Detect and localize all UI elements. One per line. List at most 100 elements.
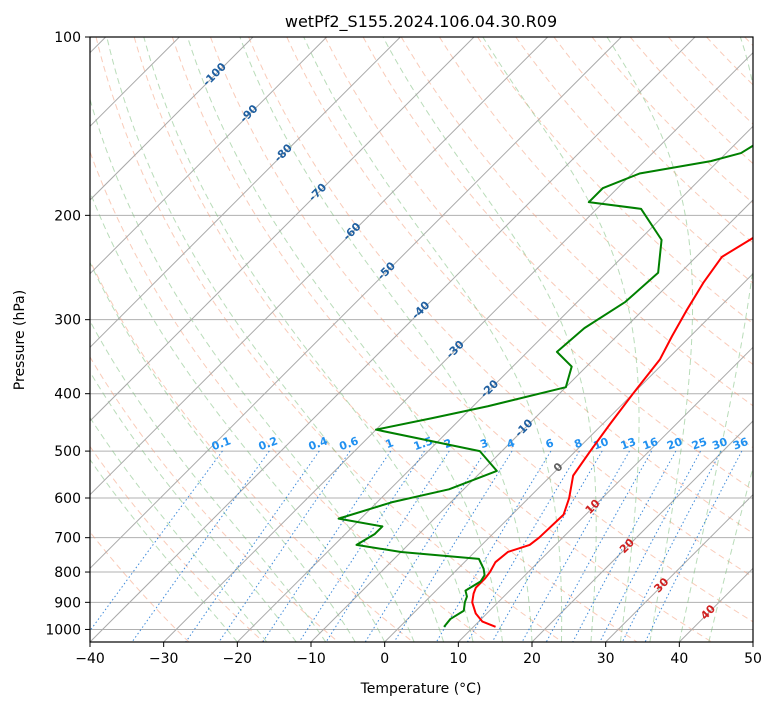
dry-adiabat-line: [90, 356, 339, 642]
mixing-ratio-line: [572, 450, 677, 642]
x-tick-label: −20: [223, 651, 253, 667]
isotherm-label: -10: [512, 416, 535, 439]
isotherm-label: -70: [306, 181, 329, 204]
moist-adiabat-line: [143, 37, 474, 642]
isotherm-line: [457, 346, 753, 642]
y-tick-label: 200: [54, 208, 81, 224]
dry-adiabat-line: [133, 37, 638, 642]
moist-adiabat-line: [708, 465, 753, 642]
background-lines: [90, 37, 753, 642]
moist-adiabat-line: [90, 458, 238, 642]
dry-adiabat-line: [95, 37, 563, 642]
mixing-ratio-line: [364, 450, 486, 642]
isotherm-label: -90: [237, 102, 260, 125]
dry-adiabat-line: [248, 37, 753, 578]
series-layer: [337, 144, 753, 628]
isotherm-line: [90, 37, 401, 349]
y-tick-label: 300: [54, 313, 81, 329]
mixing-ratio-line: [298, 450, 425, 642]
mixing-ratio-label: 3: [478, 436, 490, 451]
mixing-ratio-line: [90, 450, 223, 632]
moist-adiabat-line: [678, 37, 753, 642]
mixing-ratio-label: 13: [619, 435, 638, 452]
x-tick-label: −30: [149, 651, 179, 667]
dry-adiabat-line: [400, 37, 753, 407]
series-line-temperature: [471, 236, 753, 628]
mixing-ratio-label: 6: [544, 436, 556, 451]
mixing-ratio-line: [491, 450, 603, 642]
isotherm-line: [310, 199, 753, 642]
moist-adiabat-line: [90, 320, 327, 642]
x-tick-label: −40: [75, 651, 105, 667]
moist-adiabat-line: [90, 416, 268, 642]
isotherm-label: 10: [583, 496, 603, 516]
dry-adiabat-line: [439, 37, 753, 366]
dry-adiabat-line: [90, 445, 264, 642]
isotherm-line: [384, 272, 753, 642]
dry-adiabat-line: [171, 37, 712, 642]
dry-adiabat-line: [324, 37, 753, 491]
mixing-ratio-label: 20: [665, 435, 684, 453]
moist-adiabat-line: [239, 37, 533, 642]
dry-adiabat-line: [553, 37, 753, 244]
moist-adiabat-line: [606, 37, 694, 642]
dry-adiabat-line: [706, 37, 753, 86]
y-tick-label: 900: [54, 595, 81, 611]
isotherm-label: -40: [409, 298, 432, 321]
series-line-dewpoint: [337, 144, 753, 628]
mixing-ratio-label: 1: [384, 436, 396, 451]
mixing-ratio-label: 36: [731, 435, 750, 453]
mixing-ratio-line: [521, 450, 630, 642]
moist-adiabat-line: [90, 190, 386, 642]
mixing-ratio-label: 4: [505, 436, 517, 451]
isotherm-line: [163, 51, 753, 642]
x-tick-label: 30: [597, 651, 615, 667]
x-tick-label: 40: [670, 651, 688, 667]
isotherm-line: [752, 641, 753, 642]
mixing-ratio-label: 0.4: [307, 434, 330, 453]
x-tick-label: 20: [523, 651, 541, 667]
moist-adiabat-line: [90, 261, 356, 642]
isotherm-line: [678, 567, 753, 642]
isotherm-line: [90, 37, 254, 201]
mixing-ratio-line: [545, 450, 653, 642]
mixing-ratio-label: 0.6: [338, 434, 361, 453]
dry-adiabat-line: [90, 531, 190, 642]
y-tick-label: 800: [54, 565, 81, 581]
mixing-ratio-label: 8: [572, 436, 584, 451]
moist-adiabat-line: [382, 37, 597, 642]
isotherm-label: -30: [444, 338, 467, 361]
y-tick-label: 700: [54, 531, 81, 547]
y-tick-label: 600: [54, 491, 81, 507]
mixing-ratio-line: [621, 450, 722, 642]
mixing-ratio-label: 16: [641, 435, 660, 453]
x-axis: −40 −30 −20 −10 0 10 20 30 40 50: [75, 642, 762, 667]
x-tick-label: −10: [296, 651, 326, 667]
mixing-ratio-label: 10: [592, 435, 611, 453]
y-tick-label: 100: [54, 30, 81, 46]
moist-adiabat-line: [303, 37, 563, 642]
isotherm-label: 40: [698, 602, 718, 622]
chart-title: wetPf2_S155.2024.106.04.30.R09: [285, 12, 557, 32]
x-axis-label: Temperature (°C): [360, 681, 482, 697]
isotherm-label: 0: [551, 460, 566, 475]
mixing-ratio-label: 0.1: [210, 434, 233, 453]
isotherm-line: [531, 420, 753, 642]
isotherm-line: [90, 37, 622, 570]
moist-adiabat-line: [90, 371, 297, 642]
mixing-ratio-line: [131, 450, 270, 642]
dry-adiabat-line: [668, 37, 753, 125]
moist-adiabat-line: [482, 37, 640, 642]
mixing-ratio-line: [599, 450, 701, 642]
x-tick-label: 0: [380, 651, 389, 667]
isotherm-line: [236, 125, 753, 642]
mixing-ratio-line: [262, 450, 392, 642]
y-tick-label: 1000: [45, 622, 81, 638]
x-tick-label: 50: [744, 651, 762, 667]
dry-adiabat-line: [744, 37, 753, 47]
isotherm-line: [90, 37, 549, 496]
dry-adiabat-line: [210, 37, 753, 623]
plot-frame: [89, 36, 754, 643]
